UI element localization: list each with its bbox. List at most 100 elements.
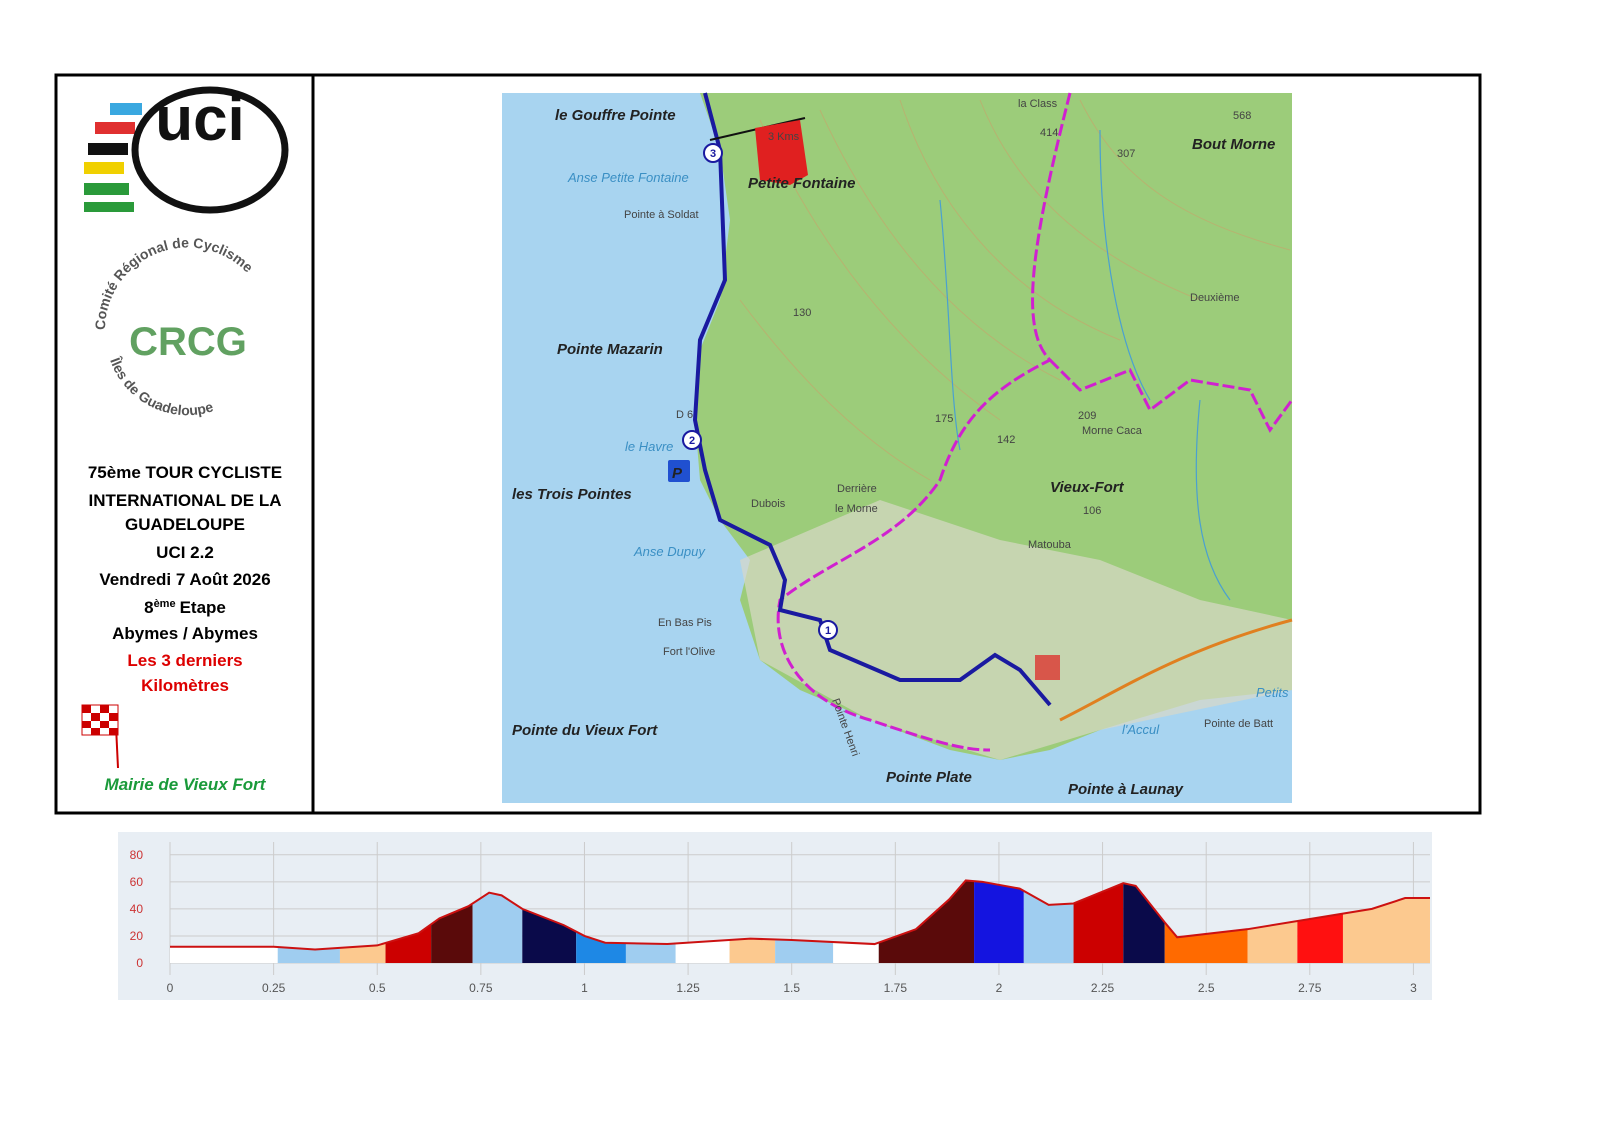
- crcg-top: Comité Régional de Cyclisme: [92, 234, 257, 330]
- map-label: Pointe de Batt: [1204, 718, 1273, 730]
- profile-segment: [878, 880, 975, 963]
- finish-flag: [81, 704, 119, 769]
- map-label: Morne Caca: [1082, 425, 1143, 437]
- profile-segment: [1247, 921, 1298, 963]
- map-label: Matouba: [1028, 539, 1072, 551]
- map-label: 3 Kms: [768, 131, 800, 143]
- map-label: Pointe à Launay: [1068, 781, 1184, 798]
- x-tick-label: 2.5: [1198, 981, 1215, 995]
- route-line: [692, 92, 1052, 707]
- profile-segment: [775, 939, 834, 963]
- stage: 8ème Etape: [144, 598, 226, 617]
- sponsor: Mairie de Vieux Fort: [105, 775, 267, 794]
- x-tick-label: 1.5: [783, 981, 800, 995]
- profile-segment: [277, 947, 340, 963]
- profile-segment: [385, 924, 432, 963]
- x-tick-label: 1.25: [676, 981, 700, 995]
- uci-text: uci: [155, 85, 245, 154]
- map-label: Petits: [1256, 685, 1289, 700]
- map-label: Pointe Mazarin: [557, 341, 663, 358]
- profile-segment: [1023, 890, 1074, 963]
- route-marker-label: 1: [825, 625, 831, 637]
- x-tick-label: 1.75: [884, 981, 908, 995]
- highlight: Kilomètres: [141, 676, 229, 695]
- profile-segment: [675, 940, 730, 963]
- route-marker: [703, 143, 723, 163]
- map-label: Bout Morne: [1192, 136, 1275, 153]
- panel-line: Vendredi 7 Août 2026: [99, 570, 270, 589]
- y-tick-label: 60: [130, 875, 144, 889]
- route-marker: [818, 620, 838, 640]
- profile-bg: [118, 832, 1432, 1000]
- route-marker: [682, 430, 702, 450]
- flag-3km: [755, 120, 808, 185]
- profile-segment: [833, 942, 879, 963]
- x-tick-label: 2: [996, 981, 1003, 995]
- profile-segment: [1297, 913, 1343, 963]
- profile-segment: [170, 946, 278, 963]
- route: Abymes / Abymes: [112, 624, 258, 643]
- map-label: 414: [1040, 127, 1058, 139]
- crcg-logo: Comité Régional de Cyclisme Îles de Guad…: [92, 234, 257, 418]
- profile-segment: [1073, 883, 1124, 963]
- uci-logo: uci: [84, 85, 289, 214]
- y-tick-label: 80: [130, 848, 144, 862]
- x-tick-label: 1: [581, 981, 588, 995]
- map-label: Derrière: [837, 483, 877, 495]
- map-label: le Gouffre Pointe: [555, 107, 676, 124]
- map-label: D 6: [676, 409, 693, 421]
- profile-segment: [1123, 883, 1165, 963]
- map-label: Pointe Plate: [886, 769, 972, 786]
- map-label: Petite Fontaine: [748, 175, 856, 192]
- svg-text:Comité Régional de Cyclisme: Comité Régional de Cyclisme: [92, 234, 257, 330]
- map-label: 142: [997, 434, 1015, 446]
- map-label: 175: [935, 413, 953, 425]
- x-tick-label: 0.75: [469, 981, 493, 995]
- map-label: 106: [1083, 505, 1101, 517]
- y-tick-label: 40: [130, 902, 144, 916]
- x-tick-label: 0: [167, 981, 174, 995]
- map-label: Fort l'Olive: [663, 646, 715, 658]
- panel-line: 75ème TOUR CYCLISTE: [88, 463, 282, 482]
- x-tick-label: 0.25: [262, 981, 286, 995]
- profile-segment: [472, 892, 523, 963]
- map-label: 307: [1117, 148, 1135, 160]
- route-marker-label: 3: [710, 148, 716, 160]
- route-marker-label: 2: [689, 435, 695, 447]
- crcg-letters: CRCG: [129, 320, 247, 364]
- map-label: Pointe du Vieux Fort: [512, 722, 658, 739]
- map-label: Dubois: [751, 498, 786, 510]
- map-label: En Bas Pis: [658, 617, 712, 629]
- map-label: Vieux-Fort: [1050, 479, 1125, 496]
- map-label: le Havre: [625, 439, 673, 454]
- elevation-line: [170, 879, 1430, 951]
- profile-segment: [729, 938, 776, 963]
- panel-line: UCI 2.2: [156, 543, 214, 562]
- profile-segment: [576, 931, 626, 963]
- panel-line: GUADELOUPE: [125, 515, 245, 534]
- x-tick-label: 2.75: [1298, 981, 1322, 995]
- profile-segment: [1342, 898, 1430, 963]
- profile-segment: [625, 943, 676, 963]
- map-label: l'Accul: [1122, 722, 1160, 737]
- map-label: les Trois Pointes: [512, 486, 632, 503]
- map-label: 568: [1233, 110, 1251, 122]
- map-panel: [311, 73, 1482, 815]
- map-label: Anse Dupuy: [633, 544, 706, 559]
- map-label: 130: [793, 307, 811, 319]
- y-tick-label: 20: [130, 929, 144, 943]
- map-label: la Class: [1018, 98, 1058, 110]
- map-label: P: [672, 465, 683, 482]
- map-label: Anse Petite Fontaine: [567, 170, 689, 185]
- y-tick-label: 0: [136, 956, 143, 970]
- map-label: Pointe à Soldat: [624, 209, 699, 221]
- highlight: Les 3 derniers: [127, 651, 242, 670]
- profile-segment: [974, 881, 1024, 963]
- panel-line: INTERNATIONAL DE LA: [89, 491, 282, 510]
- map-label: Deuxième: [1190, 292, 1240, 304]
- x-tick-label: 3: [1410, 981, 1417, 995]
- map-label: 209: [1078, 410, 1096, 422]
- map-label: le Morne: [835, 503, 878, 515]
- map: [502, 92, 1294, 803]
